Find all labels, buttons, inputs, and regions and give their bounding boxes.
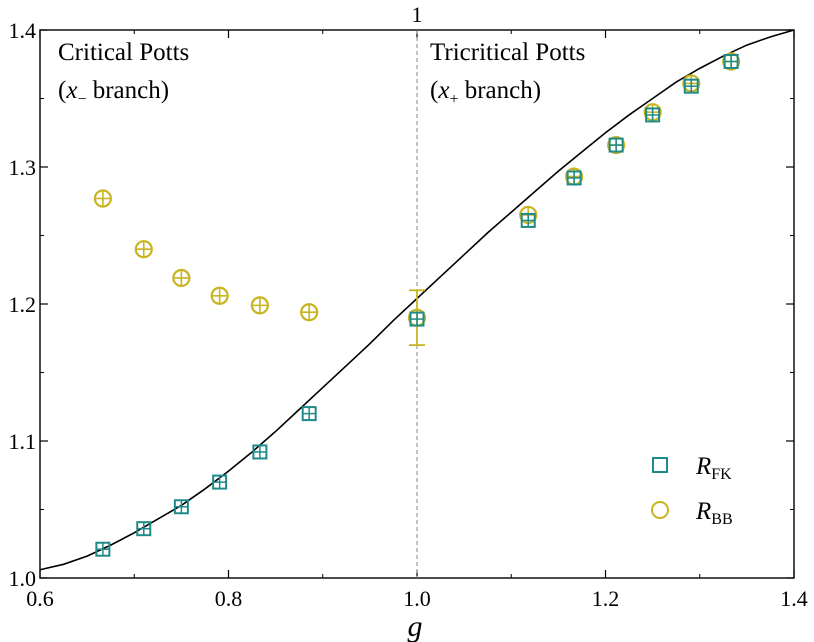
- fk-point: [95, 541, 111, 557]
- fk-point: [683, 78, 699, 94]
- bb-point: [607, 135, 626, 155]
- bb-point: [134, 240, 153, 259]
- bb-point: [722, 52, 741, 71]
- bb-point: [300, 303, 319, 322]
- fk-point: [723, 54, 739, 70]
- bb-point: [93, 189, 112, 208]
- x-tick-label: 0.6: [26, 586, 54, 611]
- legend-bb-label: RBB: [695, 498, 733, 528]
- right-open-paren: (: [430, 77, 438, 104]
- fk-point: [645, 107, 661, 123]
- bb-point: [172, 268, 191, 288]
- left-branch-sub: −: [77, 91, 86, 108]
- fk-series: [95, 54, 739, 557]
- fk-point: [136, 521, 152, 537]
- fk-point: [212, 474, 228, 490]
- fk-point: [252, 444, 268, 460]
- top-marker-label: 1: [412, 2, 423, 27]
- left-branch-var: x: [65, 77, 77, 104]
- x-axis-title: g: [408, 610, 423, 642]
- right-branch-word: branch): [458, 77, 541, 104]
- fk-point: [566, 170, 582, 186]
- fk-point: [173, 499, 189, 515]
- legend-fk-sub: FK: [711, 466, 732, 483]
- fk-point: [409, 311, 425, 327]
- right-annotation-title: Tricritical Potts: [430, 39, 585, 66]
- left-annotation-branch: (x− branch): [58, 77, 169, 108]
- legend-fk-main: R: [695, 453, 711, 480]
- left-branch-word: branch): [86, 77, 169, 104]
- legend-bb-sub: BB: [711, 511, 732, 528]
- x-tick-label: 1.4: [780, 586, 808, 611]
- left-open-paren: (: [58, 77, 66, 104]
- x-tick-label: 0.8: [215, 586, 243, 611]
- y-tick-label: 1.0: [9, 566, 37, 591]
- right-annotation-branch: (x+ branch): [430, 77, 541, 108]
- bb-series: [93, 52, 741, 347]
- x-tick-label: 1.2: [592, 586, 620, 611]
- y-tick-label: 1.2: [9, 292, 37, 317]
- y-axis: 1.0 1.1 1.2 1.3 1.4: [9, 18, 794, 591]
- y-tick-label: 1.4: [9, 18, 37, 43]
- y-tick-label: 1.3: [9, 155, 37, 180]
- bb-point: [250, 296, 269, 315]
- y-tick-label: 1.1: [9, 429, 37, 454]
- fk-point: [301, 406, 317, 422]
- x-tick-label: 1.0: [403, 586, 431, 611]
- legend-fk-label: RFK: [695, 453, 732, 483]
- legend-bb-marker: [651, 501, 669, 519]
- fk-point: [608, 137, 624, 153]
- legend-fk-marker: [652, 457, 668, 473]
- left-annotation-title: Critical Potts: [58, 39, 189, 66]
- legend-bb-main: R: [695, 498, 711, 525]
- right-branch-var: x: [437, 77, 449, 104]
- bb-point: [210, 286, 229, 305]
- legend: RFK RBB: [651, 453, 733, 528]
- right-branch-sub: +: [449, 91, 458, 108]
- fk-point: [520, 212, 536, 228]
